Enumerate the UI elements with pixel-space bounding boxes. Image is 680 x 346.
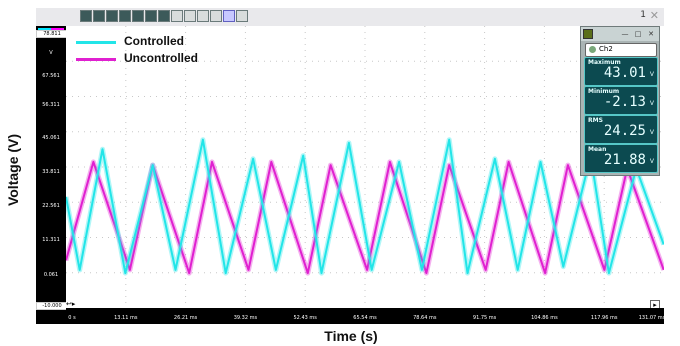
measurement-unit: V bbox=[649, 71, 654, 78]
waveform-chart bbox=[66, 26, 664, 308]
y-tick-label: 56.311 bbox=[42, 102, 60, 108]
y-tick-label: 78.811 bbox=[36, 30, 68, 38]
save-icon[interactable] bbox=[184, 10, 196, 22]
x-axis-title: Time (s) bbox=[324, 328, 378, 344]
y-tick-label: 45.061 bbox=[42, 135, 60, 141]
y-tick-label: 0.061 bbox=[43, 272, 59, 278]
measurement-unit: V bbox=[649, 129, 654, 136]
chart-icon[interactable] bbox=[80, 10, 92, 22]
measurement-value: 43.01 bbox=[603, 65, 646, 81]
x-tick-label: 13.11 ms bbox=[114, 315, 138, 321]
scroll-left-handle[interactable]: ↩▸ bbox=[66, 300, 80, 308]
close-icon[interactable]: ✕ bbox=[648, 30, 654, 38]
y-tick-label: 22.561 bbox=[42, 203, 60, 209]
toolbar: 1 ✕ bbox=[36, 8, 664, 27]
measure-icon[interactable] bbox=[145, 10, 157, 22]
minimize-icon[interactable]: — bbox=[621, 30, 629, 38]
cross-icon[interactable] bbox=[210, 10, 222, 22]
measurement-panel: — □ ✕ Ch2 Maximum 43.01 V Minimum -2.13 … bbox=[580, 26, 660, 176]
measurement-mean: Mean 21.88 V bbox=[584, 144, 658, 173]
x-tick-label: 65.54 ms bbox=[353, 315, 377, 321]
legend-label-uncontrolled: Uncontrolled bbox=[124, 51, 198, 65]
series-line-uncontrolled bbox=[66, 160, 664, 275]
measurement-unit: V bbox=[649, 158, 654, 165]
measurement-value: 24.25 bbox=[603, 123, 646, 139]
measurement-label: Maximum bbox=[588, 59, 621, 66]
x-tick-label: 131.07 ms bbox=[638, 315, 666, 321]
y-tick-label: 67.561 bbox=[42, 73, 60, 79]
x-tick-label: 104.86 ms bbox=[531, 315, 558, 321]
y-tick-label: 33.811 bbox=[42, 169, 60, 175]
x-tick-label: 52.43 ms bbox=[293, 315, 317, 321]
x-tick-label: 78.64 ms bbox=[413, 315, 437, 321]
measurement-titlebar: — □ ✕ bbox=[581, 27, 659, 41]
measurement-label: Minimum bbox=[588, 88, 620, 95]
x-tick-label: 39.32 ms bbox=[233, 315, 258, 321]
zoom-icon[interactable] bbox=[132, 10, 144, 22]
measurement-rms: RMS 24.25 V bbox=[584, 115, 658, 144]
x-tick-label: 91.75 ms bbox=[472, 315, 497, 321]
page-number: 1 bbox=[640, 10, 646, 20]
measurement-label: Mean bbox=[588, 146, 607, 153]
channel-dot-icon bbox=[589, 46, 596, 53]
lines-icon[interactable] bbox=[223, 10, 235, 22]
x-scale: 0 s 13.11 ms 26.21 ms 39.32 ms 52.43 ms 65.54… bbox=[66, 308, 666, 324]
y-axis-title: Voltage (V) bbox=[5, 133, 21, 207]
x-tick-label: 0 s bbox=[68, 315, 76, 321]
channel-selector[interactable]: Ch2 bbox=[585, 43, 657, 57]
y-scale: 78.811 V 67.561 56.311 45.061 33.811 22.561 11.… bbox=[36, 26, 68, 312]
legend-swatch-uncontrolled bbox=[76, 58, 116, 61]
app-icon bbox=[583, 29, 593, 39]
y-tick-label: -10.000 bbox=[36, 302, 68, 310]
maximize-icon[interactable]: □ bbox=[634, 30, 642, 38]
measurement-minimum: Minimum -2.13 V bbox=[584, 86, 658, 115]
y-tick-label: V bbox=[49, 50, 53, 56]
grid-icon[interactable] bbox=[119, 10, 131, 22]
series-line-controlled bbox=[66, 138, 664, 275]
overlay-icon[interactable] bbox=[236, 10, 248, 22]
channel-label: Ch2 bbox=[599, 45, 613, 53]
settings-icon[interactable] bbox=[158, 10, 170, 22]
close-icon[interactable]: ✕ bbox=[649, 9, 659, 22]
x-tick-label: 26.21 ms bbox=[173, 315, 198, 321]
measurement-unit: V bbox=[649, 100, 654, 107]
pencil-icon[interactable] bbox=[171, 10, 183, 22]
y-tick-label: 11.311 bbox=[42, 237, 60, 243]
measurement-maximum: Maximum 43.01 V bbox=[584, 57, 658, 86]
comment-icon[interactable] bbox=[197, 10, 209, 22]
measurement-value: 21.88 bbox=[603, 152, 646, 168]
channel-icon[interactable] bbox=[93, 10, 105, 22]
measurement-value: -2.13 bbox=[603, 94, 646, 110]
oscilloscope-window: 1 ✕ 78.811 V 67.561 56.311 45.061 33.811 22.561… bbox=[36, 8, 666, 324]
measurement-label: RMS bbox=[588, 117, 603, 124]
plot-area[interactable]: Controlled Uncontrolled bbox=[66, 26, 664, 308]
legend-swatch-controlled bbox=[76, 41, 116, 44]
legend-label-controlled: Controlled bbox=[124, 34, 184, 48]
x-tick-label: 117.96 ms bbox=[590, 315, 618, 321]
cursor-icon[interactable] bbox=[106, 10, 118, 22]
channel-color-strip bbox=[38, 28, 64, 31]
